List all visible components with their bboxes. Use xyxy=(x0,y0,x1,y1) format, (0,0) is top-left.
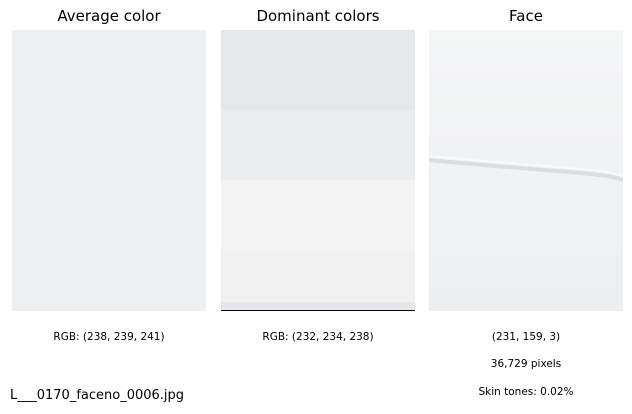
average-color-rgb: RGB: (238, 239, 241) xyxy=(53,331,165,343)
average-color-title: Average color xyxy=(57,7,161,25)
dominant-color-rgb: RGB: (232, 234, 238) xyxy=(262,331,374,343)
image-filename: L___0170_faceno_0006.jpg xyxy=(10,388,185,403)
dominant-color-band xyxy=(221,110,415,180)
face-rgb: (231, 159, 3) xyxy=(491,331,561,343)
average-color-swatch xyxy=(12,30,206,311)
dominant-color-band xyxy=(221,250,415,302)
dominant-color-band xyxy=(221,302,415,310)
face-image-crease xyxy=(429,155,623,182)
face-pixel-count: 36,729 pixels xyxy=(490,358,562,370)
dominant-colors-baseline xyxy=(221,310,415,311)
dominant-color-band xyxy=(221,180,415,250)
dominant-color-band xyxy=(221,30,415,110)
dominant-colors-title: Dominant colors xyxy=(256,7,380,25)
face-image xyxy=(429,30,623,311)
dominant-colors-bars xyxy=(221,30,415,311)
face-skin-tones: Skin tones: 0.02% xyxy=(478,386,574,398)
face-title: Face xyxy=(509,7,543,25)
